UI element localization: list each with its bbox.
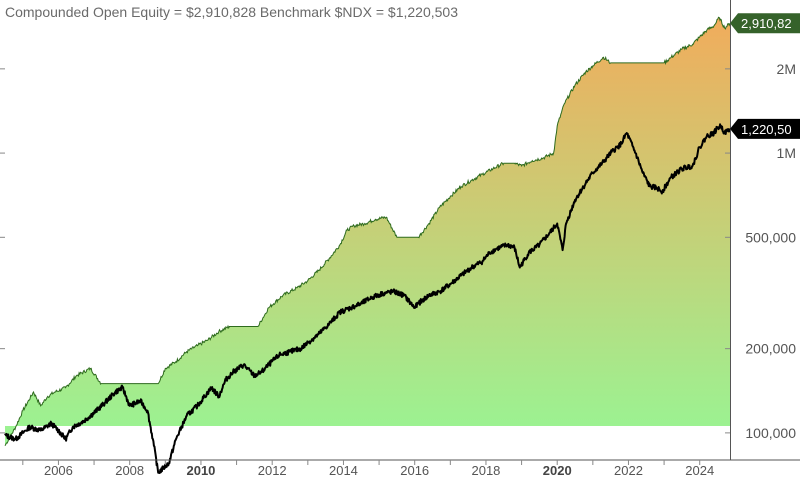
x-tick-label: 2016 xyxy=(400,463,429,478)
x-tick-label: 2012 xyxy=(258,463,287,478)
benchmark-last-value-badge-bg xyxy=(730,118,800,139)
y-tick-label: 200,000 xyxy=(745,341,796,357)
x-tick-label: 2020 xyxy=(543,463,572,478)
equity-last-value-badge-text: 2,910,82 xyxy=(741,16,792,31)
x-tick-label: 2006 xyxy=(44,463,73,478)
benchmark-last-value-badge: 1,220,50 xyxy=(730,118,800,139)
x-tick-label: 2008 xyxy=(115,463,144,478)
chart-title: Compounded Open Equity = $2,910,828 Benc… xyxy=(5,4,458,20)
x-tick-label: 2024 xyxy=(685,463,714,478)
y-tick-label: 2M xyxy=(777,61,796,77)
x-tick-label: 2010 xyxy=(186,463,215,478)
y-tick-label: 500,000 xyxy=(745,229,796,245)
x-tick-label: 2018 xyxy=(471,463,500,478)
y-tick-label: 1M xyxy=(777,145,796,161)
x-tick-label: 2014 xyxy=(329,463,358,478)
x-tick-label: 2022 xyxy=(614,463,643,478)
equity-line xyxy=(4,16,731,446)
benchmark-line xyxy=(4,123,731,474)
equity-last-value-badge-bg xyxy=(730,13,800,34)
equity-last-value-badge: 2,910,82 xyxy=(730,13,800,34)
benchmark-last-value-badge-text: 1,220,50 xyxy=(741,122,792,137)
y-tick-label: 100,000 xyxy=(745,425,796,441)
equity-area xyxy=(5,17,730,446)
